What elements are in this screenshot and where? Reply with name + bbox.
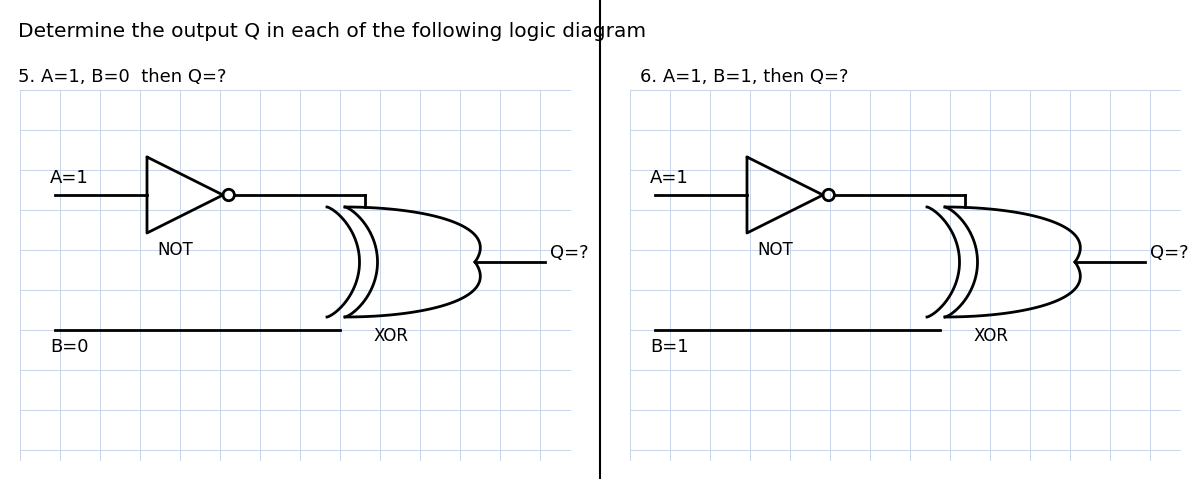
Text: 5. A=1, B=0  then Q=?: 5. A=1, B=0 then Q=?	[18, 68, 227, 86]
Text: Q=?: Q=?	[550, 244, 589, 262]
Text: XOR: XOR	[373, 327, 408, 345]
Text: B=0: B=0	[50, 338, 89, 356]
Text: 6. A=1, B=1, then Q=?: 6. A=1, B=1, then Q=?	[640, 68, 849, 86]
Text: NOT: NOT	[757, 241, 793, 259]
Text: B=1: B=1	[650, 338, 688, 356]
Text: Determine the output Q in each of the following logic diagram: Determine the output Q in each of the fo…	[18, 22, 646, 41]
Text: A=1: A=1	[650, 169, 688, 187]
Text: Q=?: Q=?	[1150, 244, 1188, 262]
Text: NOT: NOT	[157, 241, 193, 259]
Text: XOR: XOR	[974, 327, 1008, 345]
Text: A=1: A=1	[50, 169, 89, 187]
